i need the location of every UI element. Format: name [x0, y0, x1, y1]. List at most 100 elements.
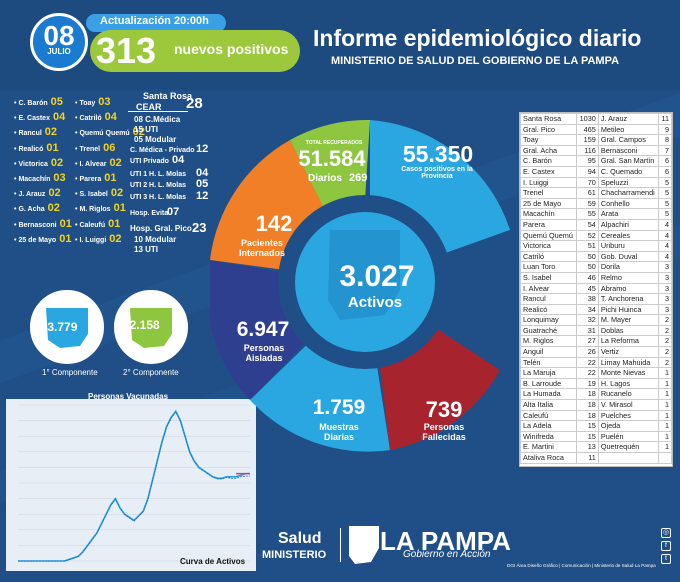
- cell-locality: Gob. Duval: [597, 250, 660, 263]
- bullet-icon: •: [75, 115, 78, 123]
- table-row: Trenel 61 Chacharramendi 5: [519, 187, 672, 199]
- locality-name: 25 de Mayo: [18, 236, 57, 244]
- locality-row: • C. Barón 05: [14, 96, 63, 108]
- cell-count: 50: [576, 250, 599, 263]
- cell-locality: Arata: [597, 208, 660, 220]
- cell-locality: Anguil: [519, 346, 578, 358]
- locality-row: • Catriló 04: [75, 111, 117, 123]
- cell-locality: H. Lagos: [597, 377, 660, 390]
- recovered-label: TOTAL RECUPERADOS: [305, 140, 363, 146]
- cell-locality: Rucanelo: [597, 388, 660, 401]
- page-subtitle: MINISTERIO DE SALUD DEL GOBIERNO DE LA P…: [331, 55, 620, 67]
- cell-count: 50: [576, 261, 599, 273]
- locality-count: 05: [50, 96, 63, 108]
- cell-count: 1: [658, 377, 672, 390]
- cell-count: 5: [658, 176, 672, 189]
- cell-count: 1: [658, 367, 672, 379]
- cell-locality: B. Larroude: [519, 377, 578, 390]
- credit-text: DGI Área Diseño Gráfico | Comunicación |…: [507, 563, 656, 568]
- cell-count: 45: [576, 282, 599, 295]
- uti1-label: UTI 1 H. L. Molas: [130, 171, 187, 178]
- twitter-icon[interactable]: t: [661, 554, 671, 564]
- cell-locality: Uriburu: [597, 240, 660, 252]
- bullet-icon: •: [14, 206, 17, 214]
- ministerio-text: MINISTERIO: [262, 549, 327, 561]
- second-dose-label: 2° Componente: [123, 368, 179, 377]
- recovered-value: 51.584: [298, 146, 366, 171]
- uti1: UTI 1 H. L. Molas: [130, 171, 186, 178]
- cell-count: 51: [576, 240, 599, 252]
- cell-count: 18: [576, 409, 599, 422]
- table-row: Winifreda 15 Puelén 1: [519, 430, 672, 443]
- table-row: I. Luiggi 70 Speluzzi 5: [519, 176, 672, 189]
- cell-count: 3: [658, 282, 672, 295]
- cell-count: 8: [658, 134, 672, 146]
- cell-locality: La Humada: [519, 388, 578, 401]
- table-row: Santa Rosa 1030 J. Arauz 11: [519, 113, 672, 125]
- uti-privado-value: 04: [172, 154, 185, 166]
- locality-count: 03: [53, 172, 66, 184]
- locality-row: • Caleufú 01: [75, 218, 120, 230]
- cell-locality: Toay: [519, 134, 578, 146]
- pico-modular: 10 Modular: [134, 235, 177, 244]
- bullet-icon: •: [14, 236, 17, 244]
- cell-count: 1: [658, 420, 672, 432]
- bullet-icon: •: [14, 191, 17, 199]
- locality-name: M. Riglos: [79, 206, 111, 214]
- table-row: Ataliva Roca 11: [519, 452, 672, 464]
- cell-count: 4: [658, 250, 672, 263]
- hosp-evita: Hosp. Evita: [130, 210, 168, 217]
- uti-privado-label: UTI Privado: [130, 158, 169, 165]
- bullet-icon: •: [14, 145, 17, 153]
- positives-pill: [90, 30, 300, 72]
- uti3-label: UTI 3 H. L. Molas: [130, 194, 187, 201]
- cell-count: 55: [576, 208, 599, 220]
- cell-count: 159: [576, 134, 599, 146]
- locality-table: Santa Rosa 1030 J. Arauz 11 Gral. Pico 465 Met…: [519, 113, 672, 464]
- cell-locality: C. Barón: [519, 155, 578, 167]
- bullet-icon: •: [75, 206, 78, 214]
- locality-name: I. Luiggi: [79, 236, 107, 244]
- cell-locality: Alta Italia: [519, 399, 578, 411]
- cell-count: 19: [576, 377, 599, 390]
- cell-locality: T. Anchorena: [597, 293, 660, 305]
- cell-locality: Cereales: [597, 229, 660, 242]
- facebook-icon[interactable]: f: [661, 541, 671, 551]
- cell-locality: Gral. Pico: [519, 123, 578, 136]
- hosp-pico-value: 23: [192, 220, 207, 235]
- bullet-icon: •: [75, 221, 78, 229]
- daily-recovered-label: Diarios: [308, 173, 342, 184]
- cell-locality: M. Mayer: [597, 314, 660, 326]
- locality-name: C. Barón: [18, 100, 48, 107]
- cell-locality: Relmo: [597, 271, 660, 284]
- hosp-pico: Hosp. Gral. Pico: [130, 224, 192, 233]
- locality-row: • M. Riglos 01: [75, 202, 126, 214]
- cell-count: 54: [576, 218, 599, 231]
- hosp-evita-label: Hosp. Evita: [130, 210, 169, 217]
- locality-row: • Trenel 06: [75, 142, 115, 154]
- bullet-icon: •: [75, 176, 78, 183]
- bullet-icon: •: [75, 191, 78, 199]
- table-row: I. Alvear 45 Abramo 3: [519, 282, 672, 295]
- cell-count: 1: [658, 388, 672, 401]
- locality-row: • I. Alvear 02: [75, 157, 122, 169]
- table-row: Gral. Acha 116 Bernasconi 7: [519, 144, 672, 157]
- cell-count: 3: [658, 293, 672, 305]
- cell-locality: Quemú Quemú: [519, 229, 578, 242]
- cell-locality: Dorila: [597, 261, 660, 273]
- instagram-icon[interactable]: ◎: [661, 528, 671, 538]
- locality-count: 02: [44, 126, 58, 139]
- cases-by-locality-table: Santa Rosa 1030 J. Arauz 11 Gral. Pico 465 Met…: [519, 112, 673, 467]
- active-value: 3.027: [339, 260, 415, 293]
- locality-count: 01: [46, 141, 59, 154]
- locality-name: Toay: [79, 100, 96, 107]
- cases-value: 55.350: [402, 141, 474, 167]
- daily-recovered-value: 269: [349, 172, 368, 184]
- cell-count: 4: [658, 229, 672, 242]
- cell-count: 4: [658, 240, 672, 252]
- cell-locality: Limay Mahuida: [597, 356, 660, 369]
- cell-count: 11: [576, 452, 599, 464]
- table-row: La Humada 18 Rucanelo 1: [519, 388, 672, 401]
- cell-count: 18: [576, 388, 599, 401]
- locality-count: 02: [48, 187, 61, 200]
